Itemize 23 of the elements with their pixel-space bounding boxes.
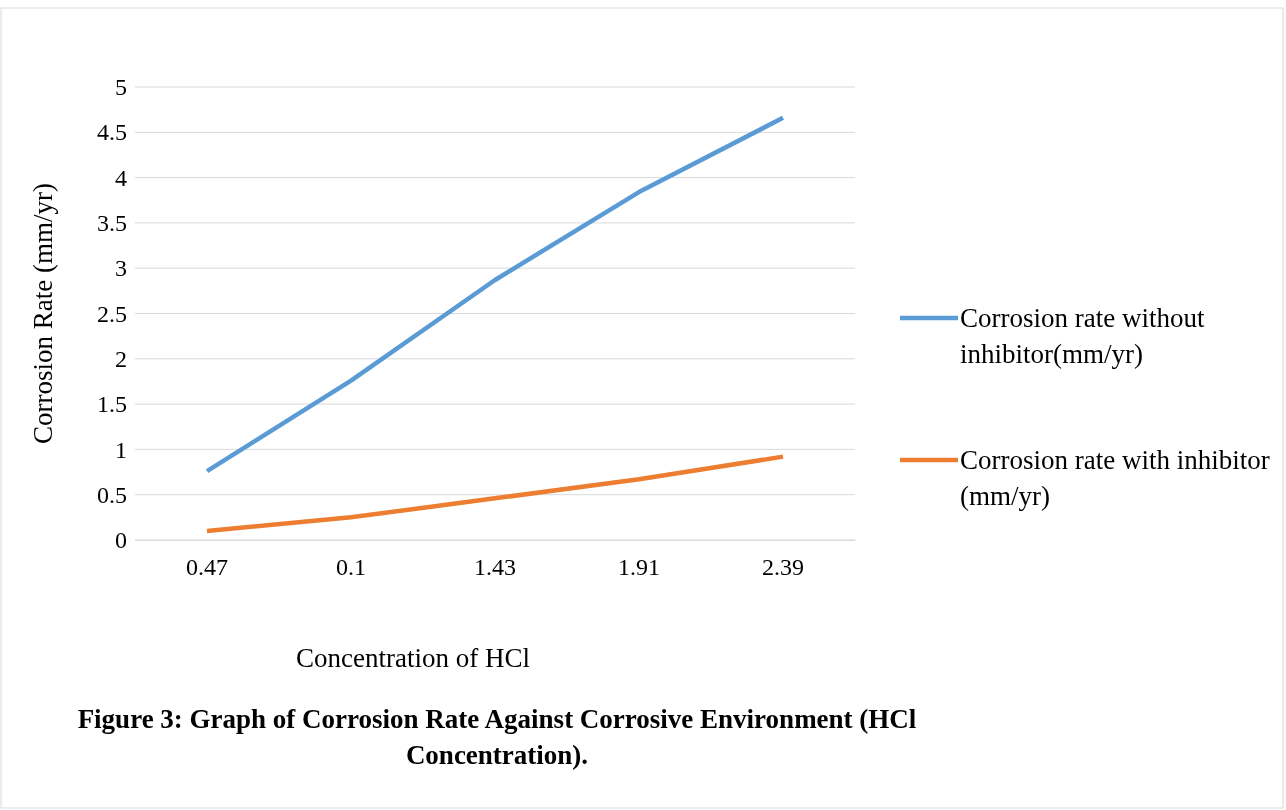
y-tick-label: 1: [115, 436, 127, 463]
x-tick-label: 2.39: [762, 554, 804, 581]
y-axis-title: Corrosion Rate (mm/yr): [28, 183, 58, 444]
y-tick-label: 5: [115, 74, 127, 101]
legend-label: Corrosion rate without inhibitor(mm/yr): [960, 303, 1205, 369]
legend-label: Corrosion rate with inhibitor (mm/yr): [960, 445, 1270, 511]
x-tick-label: 1.91: [618, 554, 660, 581]
y-tick-label: 1.5: [97, 391, 127, 418]
x-axis-title: Concentration of HCl: [296, 643, 530, 673]
y-tick-label: 2: [115, 345, 127, 372]
y-tick-label: 2.5: [97, 300, 127, 327]
x-tick-label: 0.1: [336, 554, 366, 581]
line-series: [204, 454, 786, 534]
x-tick-label: 1.43: [474, 554, 516, 581]
y-tick-label: 3.5: [97, 210, 127, 237]
y-tick-label: 3: [115, 255, 127, 282]
y-tick-label: 0: [115, 527, 127, 554]
text: Figure 3: Graph of Corrosion Rate Against Corrosive Environment (HCl Concentration).: [77, 704, 917, 770]
x-tick-label: 0.47: [186, 554, 228, 581]
line-series: [204, 115, 786, 474]
y-tick-label: 4: [115, 164, 127, 191]
y-tick-label: 4.5: [97, 119, 127, 146]
y-tick-label: 0.5: [97, 481, 127, 508]
